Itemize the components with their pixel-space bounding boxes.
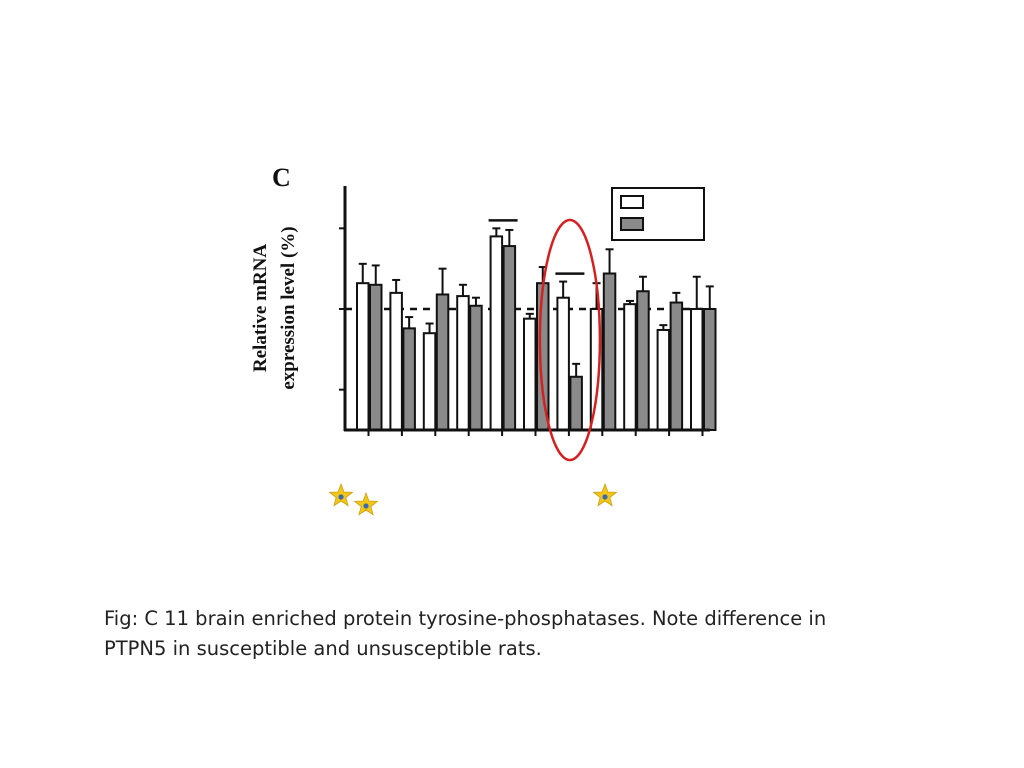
star-center-dot (338, 494, 344, 500)
bar-sus (369, 283, 383, 431)
bar-us (623, 303, 637, 431)
bar-sus (536, 282, 550, 432)
legend (611, 187, 705, 241)
star-center-dot (602, 494, 608, 500)
bar-sus (435, 293, 450, 432)
bar-us (656, 328, 671, 431)
bar-chart: C Relative mRNA expression level (%) (250, 163, 717, 516)
bar-sus (602, 272, 617, 431)
annotations (488, 218, 602, 462)
bar-sus (636, 290, 650, 431)
legend-swatch-us (620, 195, 644, 209)
panel-label: C (272, 163, 291, 192)
bar-us (489, 235, 504, 431)
bar-sus (402, 327, 416, 431)
axes (343, 186, 710, 436)
stars (328, 482, 618, 516)
bar-sus (569, 375, 583, 432)
caption-line-1: Fig: C 11 brain enriched protein tyrosin… (104, 607, 827, 630)
caption-line-2: PTPN5 in susceptible and unsusceptible r… (104, 637, 542, 660)
figure-caption: Fig: C 11 brain enriched protein tyrosin… (104, 604, 904, 664)
bar-us (556, 296, 570, 431)
bar-sus (703, 308, 717, 431)
bar-sus (502, 245, 517, 431)
bar-us (356, 282, 370, 432)
highlight-ellipse (538, 218, 602, 462)
y-axis-label-line1: Relative mRNA (250, 244, 271, 372)
bars-layer (356, 227, 717, 432)
bar-us (690, 308, 704, 431)
legend-swatch-sus (620, 217, 644, 231)
bar-us (422, 332, 437, 432)
bar-us (456, 295, 470, 431)
bar-us (523, 317, 537, 431)
bar-sus (669, 301, 684, 431)
y-axis-label-line2: expression level (%) (278, 226, 299, 389)
star-center-dot (363, 503, 369, 509)
bar-us (389, 291, 403, 431)
bar-sus (469, 304, 483, 432)
